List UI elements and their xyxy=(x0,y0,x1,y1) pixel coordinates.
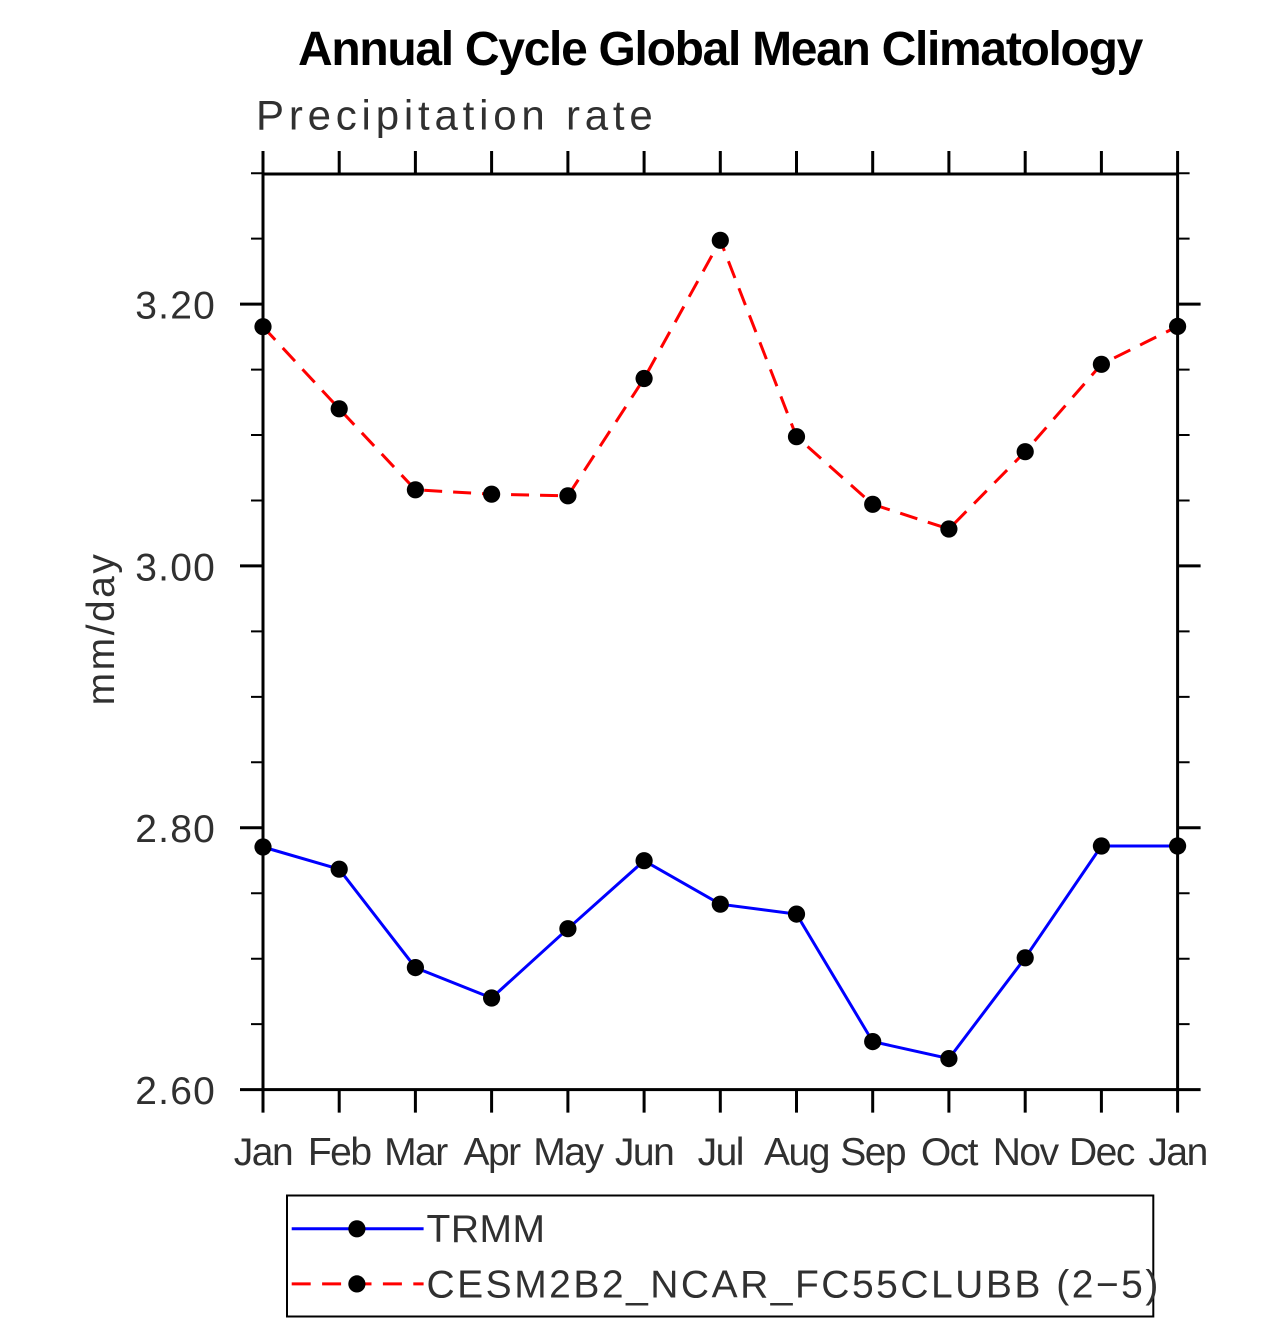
svg-text:Precipitation rate: Precipitation rate xyxy=(256,92,658,139)
svg-text:Jan: Jan xyxy=(234,1131,292,1174)
svg-text:May: May xyxy=(533,1131,604,1174)
svg-text:3.20: 3.20 xyxy=(135,285,216,328)
svg-text:Aug: Aug xyxy=(764,1131,829,1174)
svg-text:Dec: Dec xyxy=(1069,1131,1135,1174)
svg-text:Oct: Oct xyxy=(921,1131,979,1174)
svg-text:Annual Cycle Global Mean Clima: Annual Cycle Global Mean Climatology xyxy=(298,23,1144,76)
svg-text:CESM2B2_NCAR_FC55CLUBB (2−5): CESM2B2_NCAR_FC55CLUBB (2−5) xyxy=(427,1263,1161,1306)
svg-text:Apr: Apr xyxy=(463,1131,521,1174)
svg-text:2.80: 2.80 xyxy=(135,808,216,851)
svg-text:Jan: Jan xyxy=(1148,1131,1206,1174)
svg-text:2.60: 2.60 xyxy=(135,1070,216,1113)
svg-text:Mar: Mar xyxy=(384,1131,448,1174)
svg-text:Sep: Sep xyxy=(840,1131,906,1174)
svg-text:Feb: Feb xyxy=(308,1131,372,1174)
svg-text:Jul: Jul xyxy=(698,1131,743,1174)
svg-text:3.00: 3.00 xyxy=(135,546,216,589)
svg-text:Nov: Nov xyxy=(993,1131,1060,1174)
svg-text:Jun: Jun xyxy=(615,1131,673,1174)
svg-text:mm/day: mm/day xyxy=(80,552,123,706)
svg-text:TRMM: TRMM xyxy=(427,1208,546,1251)
